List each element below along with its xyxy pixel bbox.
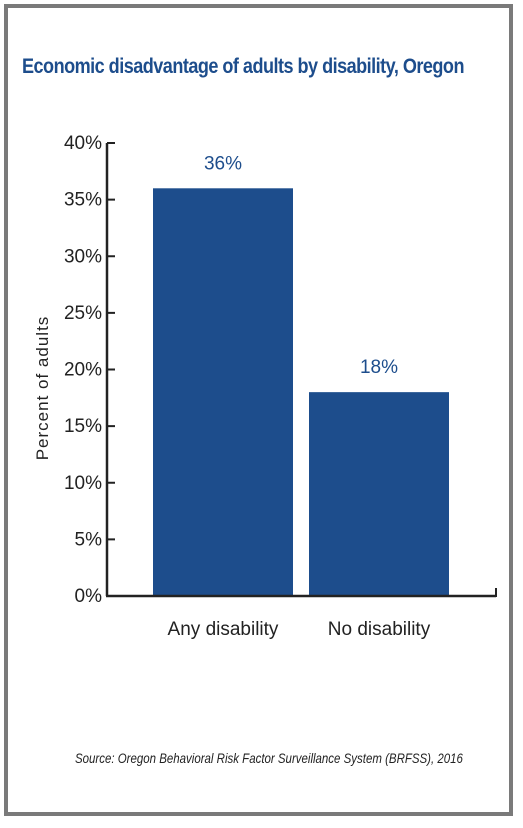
source-note: Source: Oregon Behavioral Risk Factor Su… [75, 750, 463, 766]
bar-data-label: 18% [360, 357, 398, 378]
y-tick-label: 30% [64, 246, 102, 267]
chart-title: Economic disadvantage of adults by disab… [22, 55, 464, 78]
bar [153, 188, 293, 597]
y-tick-label: 20% [64, 360, 102, 381]
bars: 36% Any disability 18% No disability [153, 153, 449, 640]
bar [309, 392, 449, 596]
y-tick-label: 35% [64, 190, 102, 211]
y-axis-ticks: 0% 5% 10% 15% 20% 25% 30% 35% 40% [64, 133, 115, 607]
y-tick-label: 10% [64, 473, 102, 494]
bar-data-label: 36% [204, 153, 242, 174]
y-tick-label: 25% [64, 303, 102, 324]
y-axis-label: Percent of adults [33, 316, 52, 461]
y-tick-label: 15% [64, 416, 102, 437]
x-category-label: Any disability [168, 619, 279, 640]
y-tick-label: 5% [75, 529, 103, 550]
y-tick-label: 40% [64, 133, 102, 154]
y-tick-label: 0% [75, 586, 103, 607]
x-category-label: No disability [328, 619, 431, 640]
